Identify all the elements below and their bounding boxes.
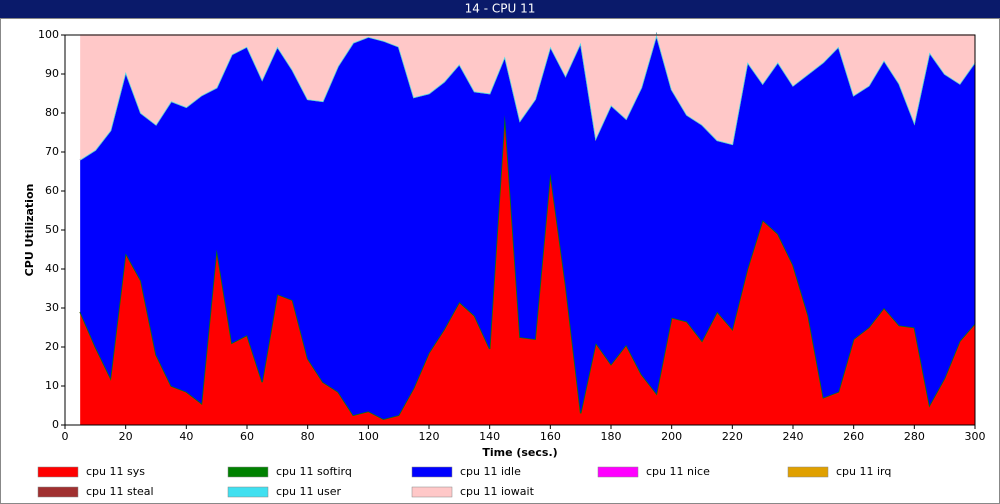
x-tick-label: 20 [119,430,133,443]
x-tick-label: 200 [661,430,682,443]
legend-label: cpu 11 irq [836,465,891,478]
legend-swatch [597,466,639,478]
x-tick-label: 220 [722,430,743,443]
x-tick-label: 0 [62,430,69,443]
legend-label: cpu 11 steal [86,485,154,498]
y-tick-label: 40 [45,262,59,275]
legend-swatch [37,466,79,478]
legend-label: cpu 11 softirq [276,465,352,478]
x-tick-label: 280 [904,430,925,443]
y-tick-label: 60 [45,184,59,197]
y-tick-label: 20 [45,340,59,353]
x-tick-label: 100 [358,430,379,443]
y-axis-label: CPU Utilization [23,184,36,277]
area [80,35,975,160]
x-tick-label: 80 [301,430,315,443]
y-tick-label: 70 [45,145,59,158]
x-tick-label: 140 [479,430,500,443]
x-tick-label: 180 [601,430,622,443]
title-bar [0,0,1000,18]
y-tick-label: 50 [45,223,59,236]
x-tick-label: 240 [783,430,804,443]
chart-title: 14 - CPU 11 [465,2,536,16]
x-tick-label: 160 [540,430,561,443]
x-tick-label: 40 [179,430,193,443]
y-tick-label: 30 [45,301,59,314]
legend-swatch [227,466,269,478]
legend-swatch [411,466,453,478]
legend-swatch [37,486,79,498]
legend-label: cpu 11 iowait [460,485,535,498]
area [80,114,975,425]
y-tick-label: 10 [45,379,59,392]
x-tick-label: 260 [843,430,864,443]
x-tick-label: 120 [419,430,440,443]
y-tick-label: 80 [45,106,59,119]
area [80,35,975,420]
y-tick-label: 100 [38,28,59,41]
legend-label: cpu 11 user [276,485,341,498]
x-tick-label: 60 [240,430,254,443]
y-tick-label: 0 [52,418,59,431]
x-tick-label: 300 [965,430,986,443]
x-axis-label: Time (secs.) [482,446,557,459]
legend-swatch [787,466,829,478]
legend-swatch [411,486,453,498]
legend-label: cpu 11 sys [86,465,145,478]
legend-label: cpu 11 idle [460,465,521,478]
y-tick-label: 90 [45,67,59,80]
legend-label: cpu 11 nice [646,465,710,478]
legend-swatch [227,486,269,498]
